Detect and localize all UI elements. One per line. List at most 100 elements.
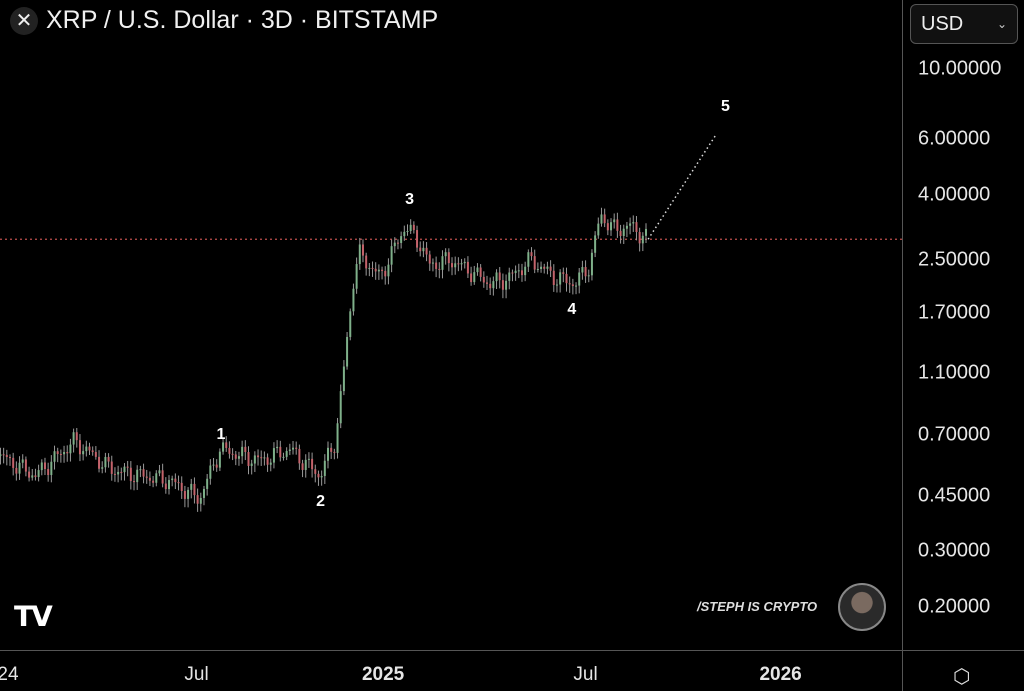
candle-body xyxy=(371,267,374,269)
candle-body xyxy=(610,222,613,231)
candle-body xyxy=(47,469,50,476)
candle-body xyxy=(466,261,469,274)
candle-body xyxy=(524,266,527,276)
candle-body xyxy=(212,464,215,466)
candle-body xyxy=(152,480,155,483)
candle-body xyxy=(193,483,196,496)
time-tick: Jul xyxy=(184,664,209,685)
candle-body xyxy=(69,444,72,454)
candle-body xyxy=(164,483,167,490)
candle-body xyxy=(390,246,393,265)
candle-body xyxy=(501,280,504,290)
candle-body xyxy=(339,391,342,424)
candle-body xyxy=(40,462,43,471)
candle-body xyxy=(463,261,466,264)
candle-body xyxy=(530,252,533,257)
candle-body xyxy=(396,242,399,244)
wave-label-4: 4 xyxy=(567,300,577,318)
candle-body xyxy=(21,459,24,463)
candle-body xyxy=(527,252,530,267)
candle-body xyxy=(215,464,218,468)
candle-body xyxy=(444,252,447,257)
candle-body xyxy=(606,223,609,231)
candle-body xyxy=(543,266,546,269)
candle-body xyxy=(187,489,190,499)
candle-body xyxy=(91,450,94,453)
candle-body xyxy=(422,247,425,252)
candle-body xyxy=(110,461,113,474)
candle-body xyxy=(31,475,34,478)
candle-body xyxy=(129,467,132,482)
candle-body xyxy=(425,247,428,255)
candle-body xyxy=(225,442,228,448)
candle-body xyxy=(244,446,247,453)
candle-body xyxy=(638,232,641,244)
chart-title[interactable]: ✕ XRP / U.S. Dollar · 3D · BITSTAMP xyxy=(10,6,438,35)
candle-body xyxy=(209,465,212,479)
candle-body xyxy=(117,471,120,475)
candle-body xyxy=(349,311,352,337)
gear-hexagon-icon[interactable]: ⬡ xyxy=(953,666,971,688)
tradingview-logo[interactable]: 𝗧𝗩 xyxy=(14,601,53,632)
candle-body xyxy=(381,269,384,271)
price-axis-divider xyxy=(902,0,903,691)
candle-body xyxy=(333,451,336,453)
candle-body xyxy=(514,270,517,274)
candle-body xyxy=(416,230,419,248)
candle-body xyxy=(12,457,15,468)
price-chart[interactable] xyxy=(0,0,902,650)
candle-body xyxy=(498,272,501,281)
candle-body xyxy=(600,214,603,224)
candle-body xyxy=(536,268,539,270)
candle-body xyxy=(171,478,174,481)
time-tick: 2025 xyxy=(361,664,405,685)
candle-body xyxy=(384,270,387,277)
candle-body xyxy=(317,473,320,478)
candle-body xyxy=(342,366,345,392)
candle-body xyxy=(28,471,31,478)
candle-body xyxy=(177,482,180,484)
candle-body xyxy=(202,488,205,498)
candle-body xyxy=(632,222,635,224)
candle-body xyxy=(387,264,390,277)
candle-body xyxy=(587,275,590,277)
currency-select[interactable]: USD ⌄ xyxy=(910,4,1018,44)
wave-label-3: 3 xyxy=(405,191,415,209)
candle-body xyxy=(568,283,571,285)
candle-body xyxy=(307,458,310,460)
candle-body xyxy=(9,457,11,459)
watermark-text: /STEPH IS CRYPTO xyxy=(697,599,818,614)
candle-body xyxy=(368,267,371,269)
candle-body xyxy=(155,473,158,483)
candle-body xyxy=(180,482,183,492)
candle-body xyxy=(590,252,593,276)
candle-body xyxy=(361,244,364,256)
candle-body xyxy=(174,478,177,483)
price-tick: 4.00000 xyxy=(918,183,991,206)
candle-body xyxy=(409,224,412,231)
candle-body xyxy=(237,456,240,459)
candle-body xyxy=(24,459,27,472)
candle-body xyxy=(594,235,597,253)
candle-body xyxy=(336,423,339,453)
candle-body xyxy=(451,263,454,268)
candle-body xyxy=(495,272,498,282)
candle-body xyxy=(199,497,202,504)
price-tick: 0.20000 xyxy=(918,595,991,618)
candle-body xyxy=(428,254,431,264)
candle-body xyxy=(113,473,116,475)
candle-body xyxy=(37,470,40,478)
price-tick: 1.70000 xyxy=(918,301,991,324)
candle-body xyxy=(320,475,323,478)
candle-body xyxy=(412,224,415,231)
candle-body xyxy=(82,451,85,455)
candle-body xyxy=(552,270,555,285)
candle-body xyxy=(269,462,272,465)
candle-body xyxy=(2,454,5,456)
time-tick: Jul xyxy=(573,664,598,685)
candle-body xyxy=(559,272,562,285)
time-tick: 2026 xyxy=(759,664,802,685)
price-tick: 1.10000 xyxy=(918,361,991,384)
time-tick: 24 xyxy=(0,664,19,685)
candle-body xyxy=(59,453,62,455)
